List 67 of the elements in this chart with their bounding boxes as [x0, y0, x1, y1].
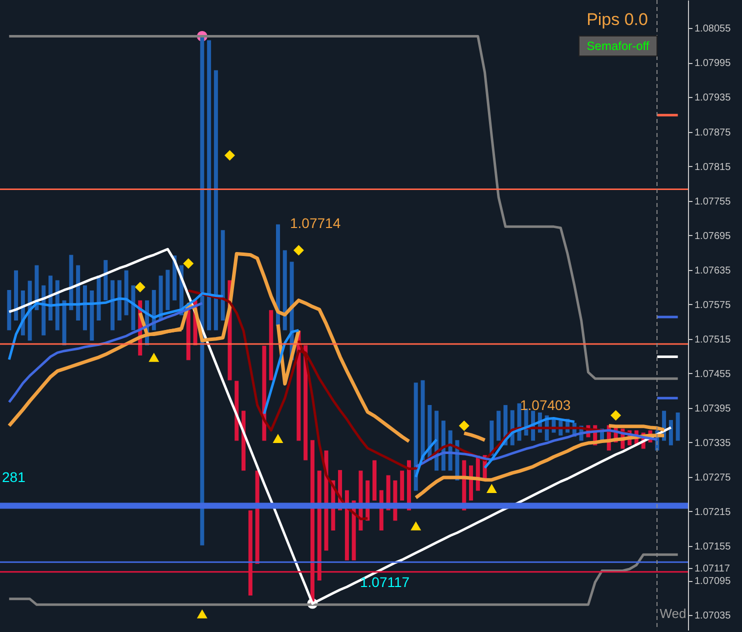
y-tick-label: 1.07155 [694, 542, 732, 552]
bar [14, 270, 18, 320]
annotation: 1.07403 [520, 397, 571, 413]
bar [82, 285, 87, 330]
annotation: Wed [660, 606, 686, 621]
y-tick-label: 1.07455 [694, 368, 732, 380]
bar [110, 280, 115, 330]
y-tick-label: 1.07095 [694, 576, 732, 588]
bar [420, 380, 425, 460]
annotation: 1.07117 [360, 574, 410, 590]
point [272, 434, 284, 443]
bar [276, 224, 280, 326]
y-tick-label: 1.07755 [694, 196, 732, 208]
y-tick-label: 1.08055 [694, 24, 732, 35]
bar [668, 420, 673, 446]
y-tick-label: 1.07335 [694, 438, 732, 449]
y-tick-label: 1.07275 [694, 472, 732, 484]
y-tick-label: 1.07395 [694, 403, 732, 414]
bar [117, 280, 122, 320]
bar [104, 260, 108, 300]
bar [344, 490, 349, 560]
annotation: Pips 0.0 [586, 10, 648, 29]
bar [166, 270, 170, 310]
point [134, 282, 146, 292]
bar [255, 470, 260, 564]
bar [269, 310, 274, 380]
y-tick-label: 1.07875 [694, 127, 732, 138]
point [148, 352, 160, 362]
annotation: Semafor-off [586, 39, 650, 53]
point [183, 258, 194, 269]
point [196, 609, 208, 618]
bar [282, 250, 287, 330]
y-tick-label: 1.07815 [694, 162, 732, 173]
y-tick-label: 1.07635 [694, 265, 732, 276]
y-tick-label: 1.07995 [694, 58, 732, 70]
bar [90, 290, 94, 341]
bar [186, 310, 190, 360]
point [486, 484, 497, 494]
bar [400, 470, 404, 501]
point [293, 245, 304, 256]
bar [69, 254, 74, 310]
bar [490, 420, 494, 456]
point [458, 420, 470, 431]
y-tick-label: 1.07215 [694, 506, 732, 518]
bar [214, 70, 218, 330]
y-tick-label: 1.07117 [694, 563, 730, 574]
annotation: 1.07714 [290, 215, 341, 231]
bar [124, 270, 128, 316]
bar [207, 40, 212, 330]
y-tick-label: 1.07575 [694, 300, 732, 311]
y-tick-label: 1.07035 [694, 610, 732, 622]
bar [414, 382, 418, 491]
point [224, 150, 235, 161]
y-tick-label: 1.07695 [694, 230, 732, 242]
bar [372, 460, 377, 501]
bar [200, 36, 204, 546]
bar [220, 230, 225, 320]
y-tick-label: 1.07515 [694, 334, 732, 346]
y-tick-label: 1.07935 [694, 92, 732, 104]
bar [496, 410, 501, 441]
bar [76, 265, 80, 320]
bar [676, 412, 680, 441]
annotation: 281 [2, 469, 26, 485]
bar [7, 290, 12, 330]
point [610, 410, 622, 421]
bar [131, 285, 136, 330]
point [410, 521, 422, 530]
